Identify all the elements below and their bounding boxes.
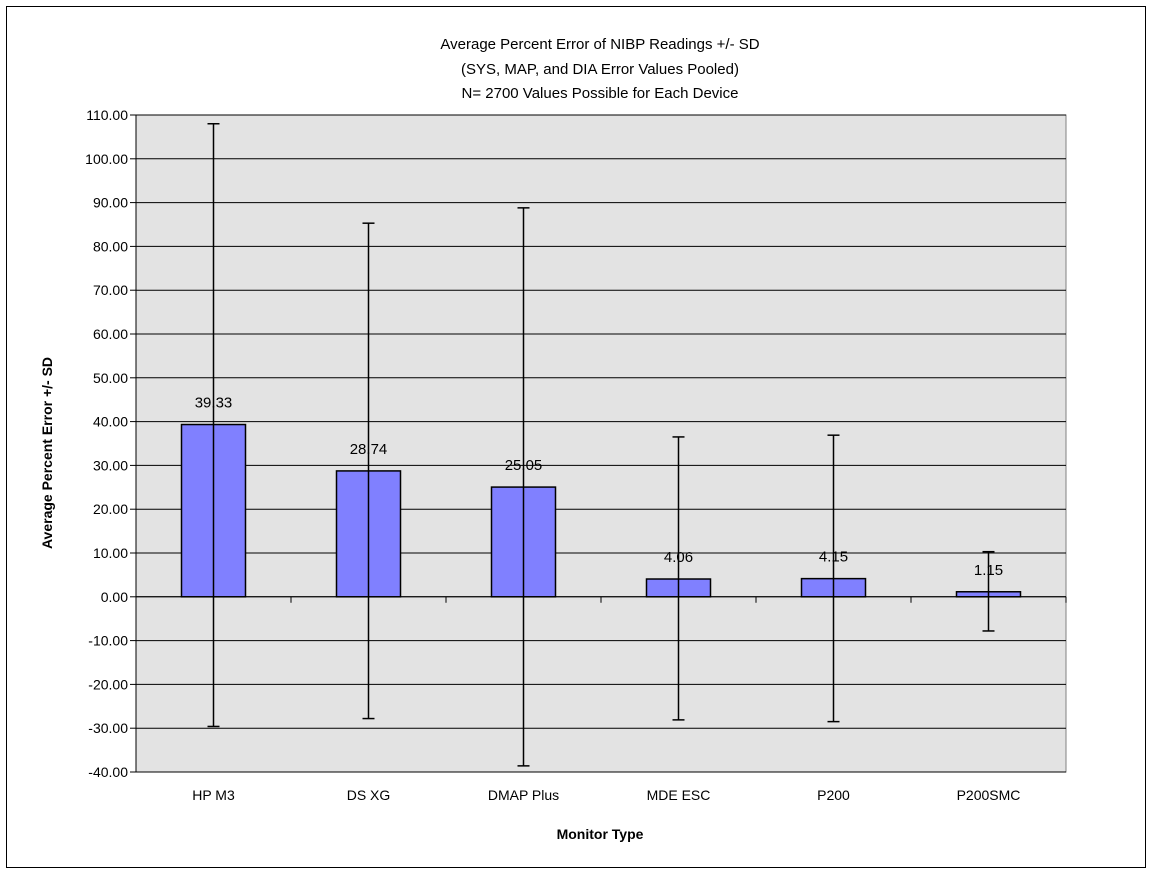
- x-axis-labels: HP M3 DS XG DMAP Plus MDE ESC P200 P200SMC: [192, 787, 1020, 803]
- data-label: 4.15: [819, 549, 848, 566]
- x-tick-label: HP M3: [192, 787, 235, 803]
- y-tick-label: -30.00: [88, 720, 128, 736]
- x-tick-label: P200: [817, 787, 850, 803]
- y-tick-label: 40.00: [93, 414, 128, 430]
- chart-title-line-2: (SYS, MAP, and DIA Error Values Pooled): [461, 61, 739, 78]
- y-tick-label: 20.00: [93, 501, 128, 517]
- y-tick-label: 50.00: [93, 370, 128, 386]
- x-tick-label: MDE ESC: [647, 787, 711, 803]
- y-tick-label: 60.00: [93, 326, 128, 342]
- y-tick-label: 30.00: [93, 457, 128, 473]
- data-label: 25.05: [505, 457, 543, 474]
- x-tick-label: DS XG: [347, 787, 391, 803]
- y-tick-label: -40.00: [88, 764, 128, 780]
- data-label: 28.74: [350, 441, 388, 458]
- plot-area: [135, 114, 1067, 773]
- y-tick-label: -20.00: [88, 676, 128, 692]
- x-axis-title: Monitor Type: [557, 826, 644, 842]
- y-tick-label: 70.00: [93, 282, 128, 298]
- data-labels: 39.33 28.74 25.05 4.06 4.15 1.15: [195, 395, 1003, 579]
- data-label: 1.15: [974, 562, 1003, 579]
- y-axis-ticks: 110.00 100.00 90.00 80.00 70.00 60.00 50.00 40.…: [85, 107, 137, 780]
- chart-title-line-3: N= 2700 Values Possible for Each Device: [462, 85, 739, 102]
- chart-title-line-1: Average Percent Error of NIBP Readings +…: [440, 36, 759, 53]
- y-tick-label: -10.00: [88, 633, 128, 649]
- x-tick-label: DMAP Plus: [488, 787, 559, 803]
- y-tick-label: 10.00: [93, 545, 128, 561]
- gridlines: [136, 114, 1066, 773]
- y-tick-label: 90.00: [93, 195, 128, 211]
- y-tick-label: 110.00: [86, 107, 128, 123]
- y-tick-label: 0.00: [101, 589, 128, 605]
- y-axis-title: Average Percent Error +/- SD: [39, 357, 55, 549]
- y-tick-label: 80.00: [93, 238, 128, 254]
- data-label: 39.33: [195, 395, 233, 412]
- x-axis: [135, 596, 1067, 603]
- error-bars: [207, 123, 995, 767]
- data-label: 4.06: [664, 549, 693, 566]
- y-tick-label: 100.00: [85, 151, 128, 167]
- x-tick-label: P200SMC: [957, 787, 1021, 803]
